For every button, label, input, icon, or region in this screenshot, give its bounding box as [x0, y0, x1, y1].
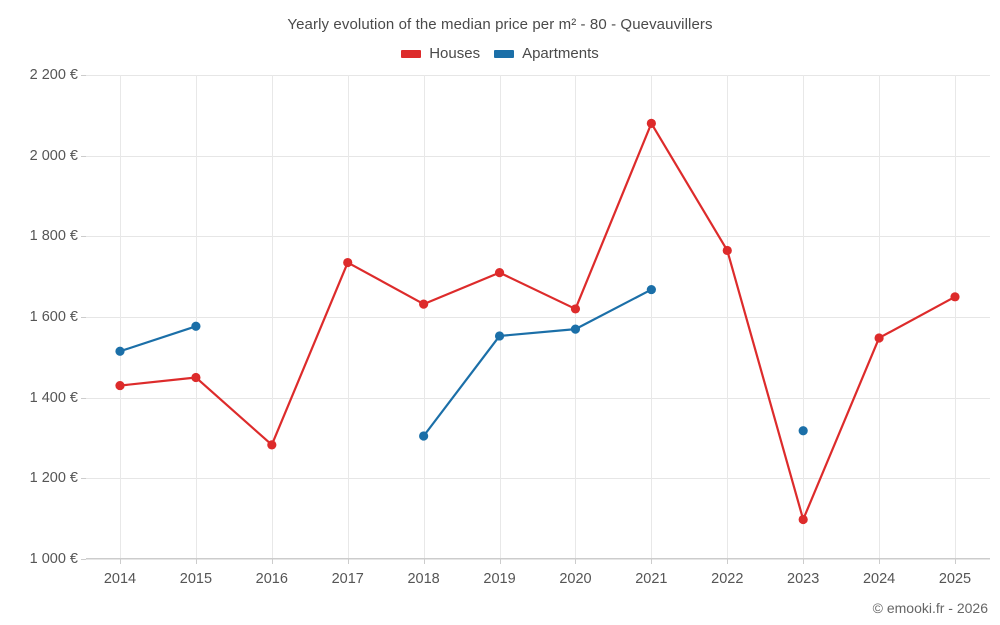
- x-axis-tick-label: 2017: [331, 571, 364, 587]
- plot-area: [86, 75, 990, 560]
- data-point-houses[interactable]: [722, 245, 732, 256]
- x-axis-tick: [499, 559, 501, 564]
- y-axis-tick: [81, 317, 86, 318]
- y-axis-tick: [81, 75, 86, 76]
- gridline-y: [86, 155, 990, 157]
- legend-swatch-apartments: [494, 49, 515, 58]
- x-axis-tick: [803, 559, 805, 564]
- data-point-houses[interactable]: [570, 304, 581, 314]
- y-axis-tick-label: 1 800 €: [29, 228, 78, 245]
- y-axis-tick: [81, 478, 86, 480]
- data-point-apartments[interactable]: [419, 431, 429, 441]
- data-point-houses[interactable]: [950, 292, 960, 302]
- data-point-apartments[interactable]: [494, 331, 505, 341]
- x-axis-tick-label: 2022: [711, 571, 744, 587]
- series-line-apartments: [422, 288, 653, 438]
- x-axis-tick-label: 2016: [255, 571, 288, 587]
- gridline-x: [120, 75, 121, 559]
- x-axis-tick: [879, 559, 881, 564]
- y-axis-tick: [81, 559, 86, 560]
- data-point-houses[interactable]: [798, 514, 808, 525]
- gridline-y: [86, 236, 990, 238]
- data-point-houses[interactable]: [115, 380, 125, 391]
- x-axis-tick: [271, 559, 273, 564]
- y-axis-tick-label: 1 400 €: [29, 389, 78, 406]
- x-axis-tick: [347, 559, 349, 564]
- gridline-x: [955, 75, 956, 559]
- y-axis-tick: [81, 155, 86, 157]
- data-point-houses[interactable]: [191, 372, 201, 383]
- x-axis-tick-label: 2024: [862, 571, 896, 587]
- copyright-footer: © emooki.fr - 2026: [872, 600, 988, 616]
- data-point-houses[interactable]: [343, 257, 353, 268]
- x-axis-tick: [120, 559, 121, 564]
- x-axis-tick: [195, 559, 197, 564]
- y-axis-tick: [81, 397, 86, 399]
- y-axis-tick-label: 1 000 €: [29, 551, 78, 567]
- legend-label-apartments: Apartments: [522, 45, 599, 62]
- x-axis-tick: [575, 559, 577, 564]
- legend-item-apartments[interactable]: Apartments: [494, 45, 599, 62]
- gridline-x: [803, 75, 805, 559]
- x-axis-tick: [651, 559, 653, 564]
- x-axis-tick-label: 2019: [483, 571, 516, 587]
- gridline-x: [271, 75, 273, 559]
- data-point-apartments[interactable]: [646, 284, 656, 295]
- gridline-x: [195, 75, 197, 559]
- chart-legend: Houses Apartments: [0, 45, 1000, 62]
- x-axis-tick-label: 2015: [179, 571, 213, 587]
- data-point-houses[interactable]: [267, 440, 277, 450]
- legend-label-houses: Houses: [429, 45, 481, 62]
- gridline-y: [86, 397, 990, 399]
- gridline-y: [86, 317, 990, 318]
- gridline-x: [347, 75, 349, 559]
- data-point-houses[interactable]: [874, 333, 884, 343]
- y-axis-tick-label: 1 600 €: [29, 309, 78, 325]
- legend-swatch-houses: [401, 49, 422, 58]
- data-point-houses[interactable]: [646, 118, 656, 128]
- gridline-x: [423, 75, 425, 559]
- x-axis-line: [86, 558, 990, 559]
- gridline-y: [86, 559, 990, 560]
- y-axis-tick: [81, 236, 86, 238]
- data-point-apartments[interactable]: [798, 426, 808, 436]
- gridline-x: [879, 75, 881, 559]
- series-line-apartments: [118, 325, 198, 353]
- gridline-x: [575, 75, 577, 559]
- chart-title: Yearly evolution of the median price per…: [287, 16, 713, 33]
- gridline-y: [86, 478, 990, 480]
- x-axis-tick-label: 2020: [559, 571, 592, 587]
- x-axis-tick: [423, 559, 425, 564]
- y-axis-tick-label: 2 200 €: [29, 67, 78, 83]
- x-axis-tick-label: 2014: [103, 571, 137, 587]
- y-axis-tick-label: 2 000 €: [29, 147, 78, 164]
- x-axis-tick-label: 2023: [787, 571, 820, 587]
- data-point-apartments[interactable]: [570, 324, 581, 334]
- gridline-y: [86, 75, 990, 76]
- data-point-apartments[interactable]: [115, 346, 125, 356]
- data-point-houses[interactable]: [419, 299, 429, 309]
- gridline-x: [727, 75, 729, 559]
- data-point-houses[interactable]: [494, 268, 505, 278]
- data-point-apartments[interactable]: [191, 321, 201, 331]
- legend-item-houses[interactable]: Houses: [401, 45, 480, 62]
- series-line-houses: [118, 122, 957, 521]
- x-axis-tick-label: 2021: [635, 571, 668, 587]
- gridline-x: [651, 75, 653, 559]
- y-axis-tick-label: 1 200 €: [29, 470, 78, 487]
- x-axis-tick: [727, 559, 729, 564]
- x-axis-tick-label: 2018: [407, 571, 440, 587]
- gridline-x: [499, 75, 501, 559]
- data-series-layer: [115, 118, 960, 525]
- x-axis-tick: [955, 559, 956, 564]
- x-axis-tick-label: 2025: [938, 571, 972, 587]
